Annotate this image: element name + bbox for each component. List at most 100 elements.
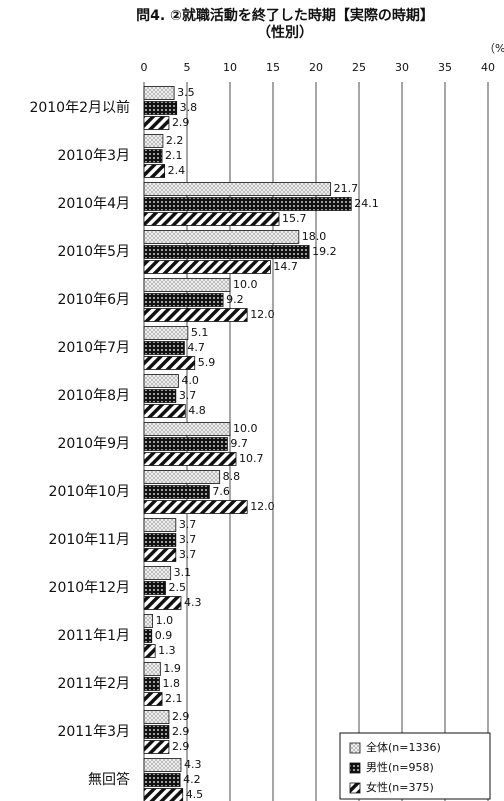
value-label: 18.0 [302, 230, 327, 243]
bar [143, 677, 160, 691]
bar [143, 116, 170, 130]
value-label: 2.4 [168, 164, 186, 177]
legend-swatch [349, 762, 361, 774]
bar [143, 644, 156, 658]
value-label: 2.9 [172, 710, 190, 723]
legend: 全体(n=1336) 男性(n=958) 女性(n=375) [339, 732, 491, 800]
bar [143, 710, 170, 724]
bar [143, 245, 310, 259]
value-label: 3.1 [174, 566, 192, 579]
bar [143, 278, 231, 292]
legend-swatch [349, 782, 361, 794]
bar [143, 101, 178, 115]
value-label: 9.2 [226, 293, 244, 306]
category-label: 2010年10月 [49, 484, 130, 500]
bar [143, 548, 177, 562]
bar [143, 182, 332, 196]
bar [143, 740, 170, 754]
value-label: 10.7 [239, 452, 264, 465]
value-label: 4.8 [188, 404, 206, 417]
bar [143, 86, 175, 100]
value-label: 2.9 [172, 725, 190, 738]
value-label: 2.9 [172, 116, 190, 129]
bar [143, 308, 248, 322]
category-label: 2010年2月以前 [29, 99, 130, 116]
value-label: 5.9 [198, 356, 216, 369]
bar [143, 788, 184, 801]
legend-box [339, 732, 491, 800]
category-label: 2011年1月 [57, 628, 130, 644]
value-label: 3.8 [180, 101, 198, 114]
value-label: 15.7 [282, 212, 307, 225]
bar [143, 341, 185, 355]
value-label: 0.9 [155, 629, 173, 642]
category-label: 2011年2月 [57, 676, 130, 692]
value-label: 2.9 [172, 740, 190, 753]
category-label: 2011年3月 [57, 724, 130, 740]
bar [143, 197, 352, 211]
value-label: 10.0 [233, 278, 258, 291]
value-label: 4.5 [186, 788, 204, 801]
value-label: 3.7 [179, 389, 197, 402]
bar [143, 422, 231, 436]
category-label: 2010年3月 [57, 148, 130, 164]
bar [143, 293, 224, 307]
category-label: 2010年12月 [49, 580, 130, 596]
unit-label: （% [484, 42, 504, 55]
bar [143, 725, 170, 739]
value-label: 3.5 [177, 86, 195, 99]
legend-label: 女性(n=375) [366, 780, 434, 794]
bar [143, 149, 163, 163]
value-label: 5.1 [191, 326, 209, 339]
value-label: 10.0 [233, 422, 258, 435]
bar [143, 773, 181, 787]
x-tick-label: 40 [481, 61, 495, 74]
x-tick-label: 25 [352, 61, 366, 74]
value-label: 1.9 [163, 662, 181, 675]
value-label: 4.3 [184, 596, 202, 609]
category-label: 2010年11月 [49, 532, 130, 548]
value-label: 4.0 [181, 374, 199, 387]
value-label: 1.8 [162, 677, 180, 690]
value-label: 4.2 [183, 773, 201, 786]
value-label: 1.0 [156, 614, 174, 627]
legend-swatch [349, 742, 361, 754]
bar [143, 470, 221, 484]
value-label: 24.1 [354, 197, 379, 210]
bar [143, 629, 153, 643]
bar [143, 596, 182, 610]
value-label: 4.7 [187, 341, 205, 354]
bar [143, 518, 177, 532]
value-label: 3.7 [179, 548, 197, 561]
value-label: 2.1 [165, 149, 183, 162]
bar [143, 662, 161, 676]
bar [143, 260, 271, 274]
value-label: 3.7 [179, 533, 197, 546]
x-tick-label: 20 [309, 61, 323, 74]
bar [143, 356, 196, 370]
chart-subtitle: （性別） [257, 24, 313, 41]
value-label: 9.7 [230, 437, 248, 450]
value-label: 3.7 [179, 518, 197, 531]
x-tick-label: 15 [266, 61, 280, 74]
category-label: 2010年6月 [57, 292, 130, 308]
value-label: 12.0 [250, 308, 275, 321]
bar [143, 485, 210, 499]
value-label: 14.7 [273, 260, 298, 273]
category-label: 2010年8月 [57, 388, 130, 404]
legend-label: 全体(n=1336) [366, 740, 441, 754]
value-label: 19.2 [312, 245, 337, 258]
x-tick-label: 35 [438, 61, 452, 74]
bar [143, 230, 300, 244]
bar [143, 566, 172, 580]
category-label: 2010年7月 [57, 340, 130, 356]
bar [143, 326, 189, 340]
value-label: 4.3 [184, 758, 202, 771]
value-label: 8.8 [223, 470, 241, 483]
category-label: 2010年4月 [57, 196, 130, 212]
bar [143, 374, 179, 388]
bar [143, 164, 166, 178]
value-label: 7.6 [212, 485, 230, 498]
